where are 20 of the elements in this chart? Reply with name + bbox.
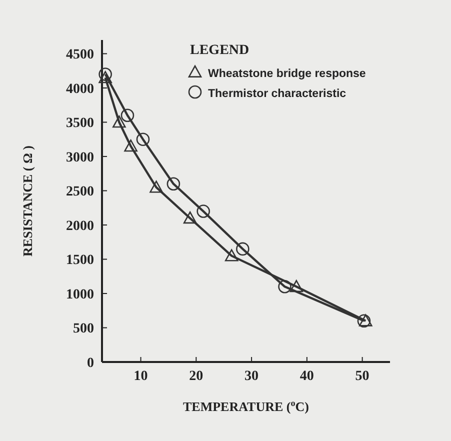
y-tick-label: 1000 <box>66 287 94 302</box>
x-axis-title: TEMPERATURE ($^{o}$C) <box>183 398 309 414</box>
x-tick-label: 40 <box>300 369 314 384</box>
x-tick-label: 10 <box>134 369 148 384</box>
x-tick-label: 50 <box>355 369 370 384</box>
y-tick-label: 2500 <box>66 184 94 200</box>
y-axis-title: RESISTANCE ( Ω ) <box>20 146 35 256</box>
x-tick-label: 20 <box>189 369 204 384</box>
y-tick-label: 4000 <box>66 82 94 97</box>
x-tick-label: 30 <box>244 369 259 384</box>
y-tick-label: 4500 <box>66 48 94 63</box>
y-tick-label: 1500 <box>66 253 94 268</box>
y-tick-label: 2000 <box>66 218 94 234</box>
legend-label: Thermistor characteristic <box>208 88 347 100</box>
y-tick-label: 3000 <box>66 150 94 166</box>
legend-title: LEGEND <box>190 43 250 58</box>
legend-label: Wheatstone bridge response <box>208 68 366 80</box>
y-tick-label: 500 <box>73 322 94 337</box>
y-tick-label: 0 <box>87 356 94 371</box>
y-tick-label: 3500 <box>66 116 94 132</box>
